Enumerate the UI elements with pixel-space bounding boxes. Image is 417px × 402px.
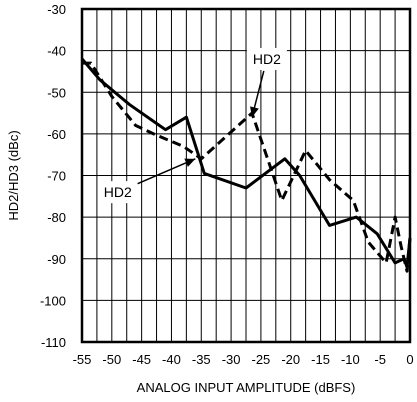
y-tick-label: -80 xyxy=(47,210,66,225)
grid xyxy=(81,8,411,343)
series-line-solid xyxy=(80,57,412,269)
x-axis-title: ANALOG INPUT AMPLITUDE (dBFS) xyxy=(137,380,356,395)
annotation-arrowhead xyxy=(184,158,196,167)
annotation-background xyxy=(246,47,287,70)
x-tick-label: -5 xyxy=(374,352,386,367)
x-tick-label: -15 xyxy=(311,352,330,367)
annotation-background xyxy=(97,181,138,204)
x-tick-label: -10 xyxy=(341,352,360,367)
annotation-label: HD2 xyxy=(104,184,132,200)
y-tick-label: -50 xyxy=(47,85,66,100)
x-tick-labels: -55 -50 -45 -40 -35 -30 -25 -20 -15 -10 -5 0 xyxy=(73,352,414,367)
annotations: HD2 HD2 xyxy=(97,47,287,204)
annotation-label: HD2 xyxy=(253,51,281,67)
x-tick-label: -30 xyxy=(222,352,241,367)
annotation-arrow-line xyxy=(137,158,196,185)
series-line-dashed xyxy=(82,61,412,273)
y-tick-label: -90 xyxy=(47,252,66,267)
x-tick-label: -45 xyxy=(132,352,151,367)
x-tick-label: -50 xyxy=(102,352,121,367)
x-tick-label: -25 xyxy=(252,352,271,367)
y-tick-label: -60 xyxy=(47,127,66,142)
y-tick-label: -70 xyxy=(47,169,66,184)
x-tick-label: -20 xyxy=(281,352,300,367)
plot-frame xyxy=(80,7,412,344)
x-tick-label: -35 xyxy=(192,352,211,367)
y-tick-labels: -110 -100 -90 -80 -70 -60 -50 -40 -30 xyxy=(40,2,66,350)
y-tick-label: -100 xyxy=(40,293,66,308)
x-tick-label: 0 xyxy=(406,352,413,367)
y-tick-label: -40 xyxy=(47,44,66,59)
y-axis-title: HD2/HD3 (dBc) xyxy=(6,130,21,220)
series-lines xyxy=(80,57,412,273)
x-tick-label: -55 xyxy=(73,352,92,367)
y-tick-label: -110 xyxy=(41,335,66,350)
annotation-arrowhead xyxy=(250,106,259,118)
x-tick-label: -40 xyxy=(162,352,181,367)
y-tick-label: -30 xyxy=(47,2,66,17)
